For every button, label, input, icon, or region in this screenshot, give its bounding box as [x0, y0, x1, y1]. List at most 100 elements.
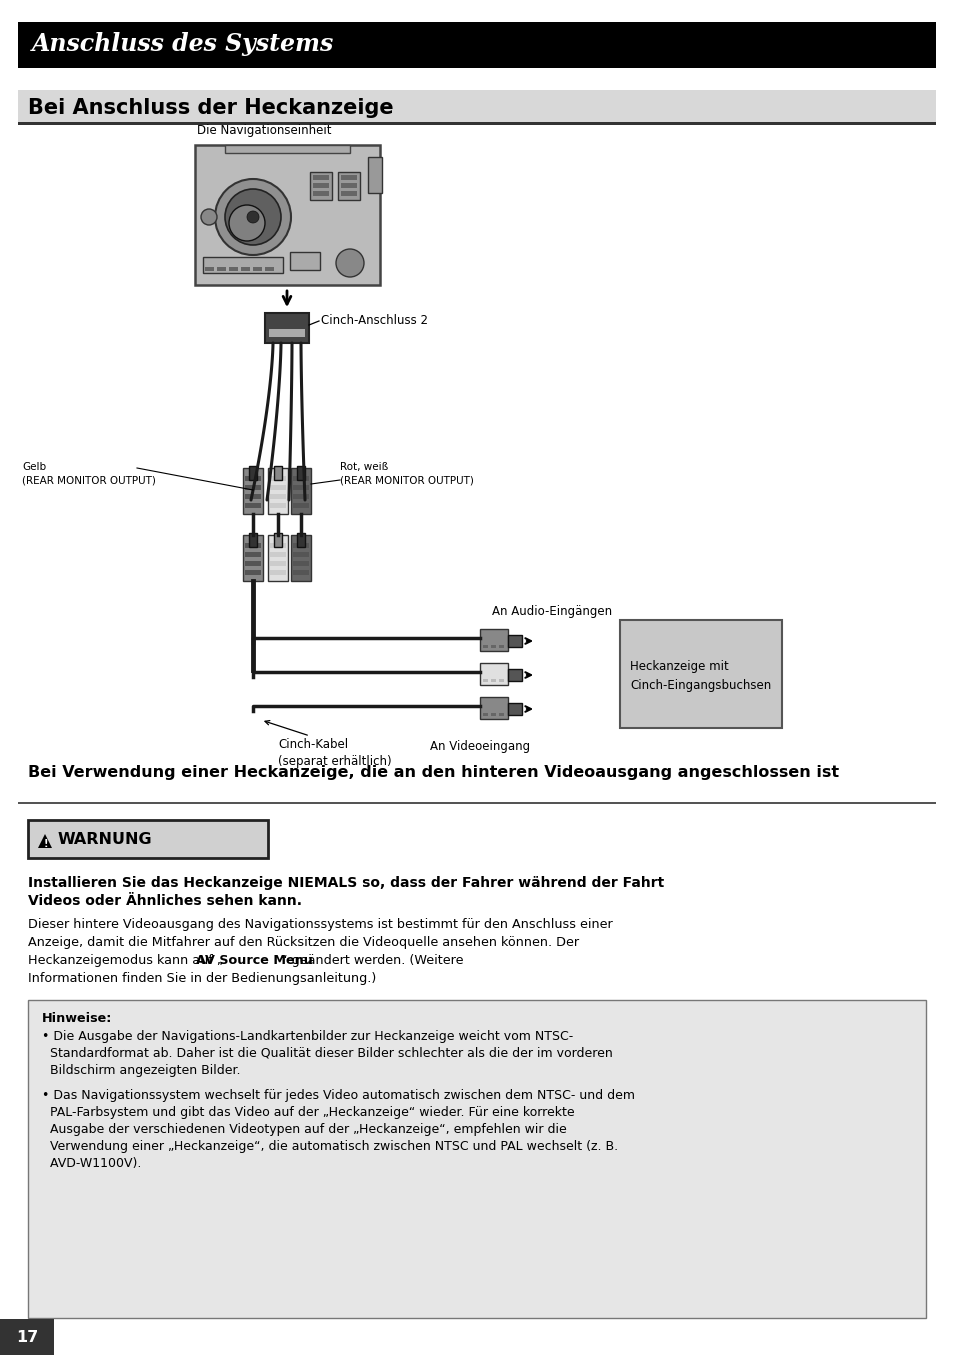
Bar — [619, 621, 781, 728]
Text: • Die Ausgabe der Navigations-Landkartenbilder zur Heckanzeige weicht vom NTSC-: • Die Ausgabe der Navigations-Landkarten… — [42, 1030, 573, 1043]
Bar — [245, 503, 261, 508]
Bar — [293, 485, 309, 491]
Bar — [479, 629, 507, 650]
Bar — [245, 476, 261, 481]
Text: Installieren Sie das Heckanzeige NIEMALS so, dass der Fahrer während der Fahrt: Installieren Sie das Heckanzeige NIEMALS… — [28, 875, 663, 890]
Bar — [243, 467, 263, 514]
Bar — [340, 175, 356, 180]
Bar — [270, 570, 286, 575]
Text: Anschluss des Systems: Anschluss des Systems — [32, 33, 334, 56]
Text: Heckanzeige mit
Cinch-Eingangsbuchsen: Heckanzeige mit Cinch-Eingangsbuchsen — [629, 660, 770, 692]
Bar — [491, 713, 496, 715]
Text: Standardformat ab. Daher ist die Qualität dieser Bilder schlechter als die der i: Standardformat ab. Daher ist die Qualitä… — [42, 1047, 612, 1060]
Bar — [245, 570, 261, 575]
Bar — [313, 183, 329, 188]
Bar — [293, 476, 309, 481]
Bar — [296, 533, 305, 547]
Bar — [507, 635, 521, 646]
Bar — [482, 713, 488, 715]
Bar — [18, 22, 935, 68]
Text: !: ! — [43, 839, 48, 850]
Text: Informationen finden Sie in der Bedienungsanleitung.): Informationen finden Sie in der Bedienun… — [28, 972, 375, 985]
Bar — [270, 543, 286, 547]
Bar — [0, 1318, 54, 1355]
Text: Verwendung einer „Heckanzeige“, die automatisch zwischen NTSC und PAL wechselt (: Verwendung einer „Heckanzeige“, die auto… — [42, 1140, 618, 1153]
Bar — [216, 267, 226, 271]
Text: AV Source Menu: AV Source Menu — [195, 954, 313, 967]
Bar — [245, 551, 261, 557]
Bar — [249, 533, 256, 547]
Bar — [340, 191, 356, 196]
Text: Cinch-Anschluss 2: Cinch-Anschluss 2 — [320, 314, 428, 328]
Text: WARNUNG: WARNUNG — [58, 832, 152, 847]
Bar — [203, 257, 283, 272]
Text: Ausgabe der verschiedenen Videotypen auf der „Heckanzeige“, empfehlen wir die: Ausgabe der verschiedenen Videotypen auf… — [42, 1123, 566, 1135]
Bar — [225, 145, 350, 153]
Text: Cinch-Kabel
(separat erhältlich): Cinch-Kabel (separat erhältlich) — [277, 738, 392, 768]
Text: • Das Navigationssystem wechselt für jedes Video automatisch zwischen dem NTSC- : • Das Navigationssystem wechselt für jed… — [42, 1089, 635, 1102]
Circle shape — [225, 188, 281, 245]
Bar — [310, 172, 332, 201]
Text: Gelb
(REAR MONITOR OUTPUT): Gelb (REAR MONITOR OUTPUT) — [22, 462, 155, 485]
Text: An Audio-Eingängen: An Audio-Eingängen — [492, 604, 612, 618]
Text: Bei Anschluss der Heckanzeige: Bei Anschluss der Heckanzeige — [28, 98, 394, 118]
Bar — [205, 267, 213, 271]
Text: Hinweise:: Hinweise: — [42, 1012, 112, 1024]
Bar — [293, 551, 309, 557]
Bar — [265, 313, 309, 343]
Bar — [18, 89, 935, 125]
Bar — [290, 252, 319, 270]
Circle shape — [201, 209, 216, 225]
Bar — [274, 533, 282, 547]
Bar — [245, 485, 261, 491]
Bar — [507, 703, 521, 715]
Bar — [491, 645, 496, 648]
Bar — [270, 485, 286, 491]
Text: Bei Verwendung einer Heckanzeige, die an den hinteren Videoausgang angeschlossen: Bei Verwendung einer Heckanzeige, die an… — [28, 766, 839, 780]
Text: PAL-Farbsystem und gibt das Video auf der „Heckanzeige“ wieder. Für eine korrekt: PAL-Farbsystem und gibt das Video auf de… — [42, 1106, 574, 1119]
Bar — [268, 535, 288, 581]
Bar — [28, 820, 268, 858]
Bar — [479, 696, 507, 720]
Bar — [270, 561, 286, 566]
Text: Videos oder Ähnliches sehen kann.: Videos oder Ähnliches sehen kann. — [28, 894, 302, 908]
Bar — [270, 495, 286, 499]
Bar — [313, 191, 329, 196]
Bar — [245, 561, 261, 566]
Bar — [491, 679, 496, 682]
Bar — [18, 122, 935, 125]
Polygon shape — [38, 833, 52, 848]
Text: Rot, weiß
(REAR MONITOR OUTPUT): Rot, weiß (REAR MONITOR OUTPUT) — [339, 462, 474, 485]
Text: “ geändert werden. (Weitere: “ geändert werden. (Weitere — [281, 954, 463, 967]
Bar — [249, 466, 256, 480]
Bar — [18, 802, 935, 804]
Bar — [296, 466, 305, 480]
Bar — [245, 543, 261, 547]
Bar — [291, 535, 311, 581]
Bar — [265, 267, 274, 271]
Bar — [245, 495, 261, 499]
Bar — [293, 503, 309, 508]
Bar — [482, 679, 488, 682]
Bar — [194, 145, 379, 285]
Text: Die Navigationseinheit: Die Navigationseinheit — [196, 125, 331, 137]
Text: Dieser hintere Videoausgang des Navigationssystems ist bestimmt für den Anschlus: Dieser hintere Videoausgang des Navigati… — [28, 917, 612, 931]
Text: Bildschirm angezeigten Bilder.: Bildschirm angezeigten Bilder. — [42, 1064, 240, 1077]
Bar — [270, 476, 286, 481]
Text: Heckanzeigemodus kann auf „: Heckanzeigemodus kann auf „ — [28, 954, 223, 967]
Bar — [479, 663, 507, 686]
Bar — [340, 183, 356, 188]
Bar — [274, 466, 282, 480]
Circle shape — [214, 179, 291, 255]
Bar — [241, 267, 250, 271]
Bar — [268, 467, 288, 514]
Bar — [498, 713, 503, 715]
Text: AVD-W1100V).: AVD-W1100V). — [42, 1157, 141, 1169]
Bar — [293, 561, 309, 566]
Bar — [253, 267, 262, 271]
Circle shape — [229, 205, 265, 241]
Bar — [270, 551, 286, 557]
Bar — [368, 157, 381, 192]
Bar — [243, 535, 263, 581]
Bar — [269, 329, 305, 337]
